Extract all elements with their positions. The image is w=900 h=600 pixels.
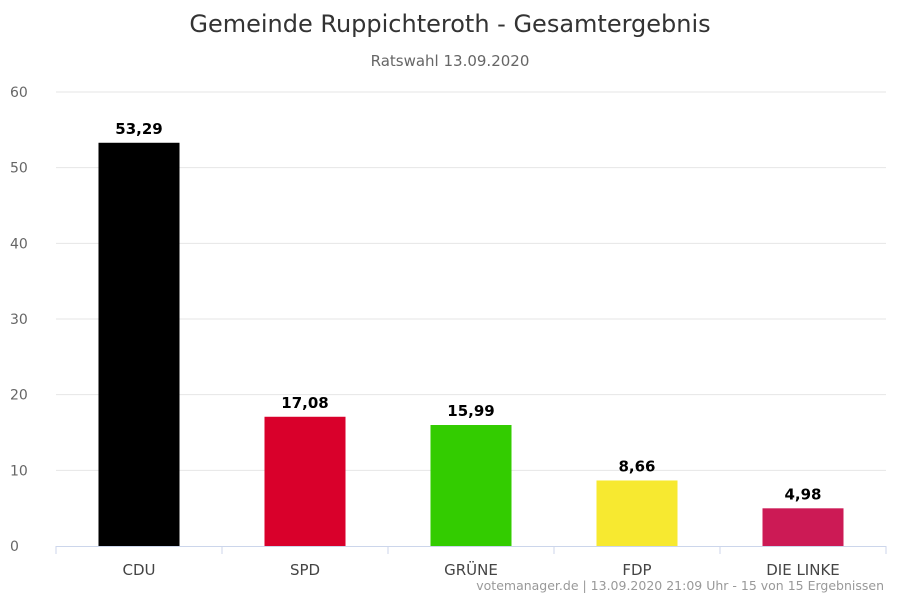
y-tick-label: 60 bbox=[10, 85, 28, 101]
bar bbox=[596, 480, 678, 546]
y-tick-label: 40 bbox=[10, 236, 28, 252]
y-tick-label: 0 bbox=[10, 539, 19, 555]
credits-text[interactable]: votemanager.de | 13.09.2020 21:09 Uhr - … bbox=[476, 578, 884, 593]
x-axis: CDU SPD GRÜNE FDP DIE LINKE bbox=[55, 546, 887, 579]
data-label: 8,66 bbox=[618, 457, 655, 475]
data-label: 15,99 bbox=[447, 402, 494, 420]
x-category-label: CDU bbox=[122, 561, 155, 579]
bar bbox=[430, 425, 512, 546]
x-category-label: GRÜNE bbox=[444, 560, 498, 579]
y-tick-label: 10 bbox=[10, 463, 28, 479]
data-label: 4,98 bbox=[784, 485, 821, 503]
chart-subtitle: Ratswahl 13.09.2020 bbox=[370, 52, 530, 70]
data-label: 17,08 bbox=[281, 394, 328, 412]
chart-title: Gemeinde Ruppichteroth - Gesamtergebnis bbox=[189, 10, 711, 38]
y-tick-label: 20 bbox=[10, 388, 28, 404]
data-label: 53,29 bbox=[115, 120, 162, 138]
x-category-label: SPD bbox=[290, 561, 320, 579]
y-tick-label: 30 bbox=[10, 312, 28, 328]
x-category-label: FDP bbox=[622, 561, 651, 579]
gridlines bbox=[56, 91, 886, 471]
y-tick-label: 50 bbox=[10, 161, 28, 177]
bar bbox=[762, 508, 844, 546]
bar bbox=[98, 142, 180, 546]
bars: 53,29 17,08 15,99 8,66 4,98 bbox=[98, 120, 844, 546]
x-category-label: DIE LINKE bbox=[766, 561, 840, 579]
y-axis-ticks: 0 10 20 30 40 50 60 bbox=[10, 85, 28, 555]
bar bbox=[264, 416, 346, 546]
